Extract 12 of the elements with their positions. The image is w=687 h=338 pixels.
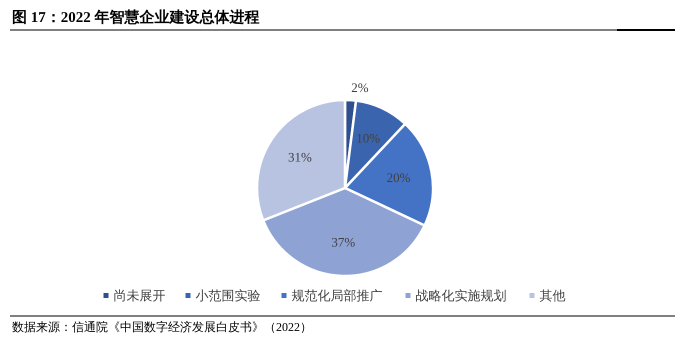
chart-title: 图 17：2022 年智慧企业建设总体进程 (12, 9, 260, 26)
legend-label: 战略化实施规划 (416, 288, 506, 303)
data-label: 31% (288, 149, 312, 164)
legend-label: 尚未展开 (114, 288, 166, 303)
data-label: 2% (351, 80, 369, 95)
legend-label: 规范化局部推广 (292, 288, 382, 303)
legend-label: 其他 (540, 288, 566, 303)
legend-label: 小范围实验 (196, 288, 260, 303)
data-label: 10% (356, 130, 380, 146)
data-label: 20% (386, 170, 411, 185)
data-label: 37% (331, 234, 356, 250)
source-note: 数据来源：信通院《中国数字经济发展白皮书》（2022） (12, 320, 312, 334)
